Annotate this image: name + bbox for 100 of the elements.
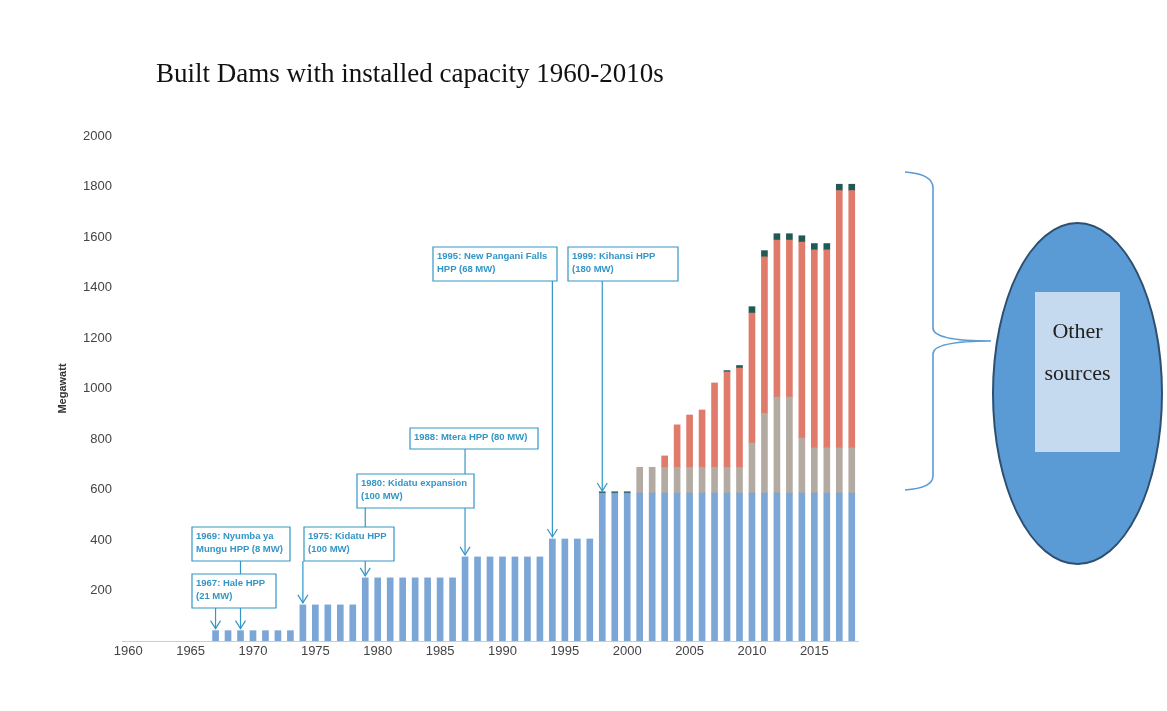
bar [212,630,219,641]
bar [449,577,456,641]
bar [798,235,806,243]
bar [811,243,818,251]
bar [661,466,668,494]
bar [823,249,831,449]
bar [761,492,768,641]
y-tick-label: 1800 [83,178,112,194]
bar [312,604,319,641]
bar [711,382,718,468]
x-tick-label: 2000 [612,643,642,659]
bar [773,396,781,494]
bar [573,538,581,641]
bar [736,367,743,468]
bar [811,249,818,449]
bar [835,447,843,494]
y-tick-label: 1600 [83,228,112,244]
bar [274,630,282,641]
bar [786,492,793,641]
bar [761,250,768,258]
bar [761,256,768,414]
y-tick-label: 800 [90,430,112,446]
bar [486,556,494,641]
annotation: 1995: New Pangani Falls HPP (68 MW) [437,250,548,275]
x-tick-label: 1985 [425,643,455,659]
x-tick-label: 2015 [799,643,829,659]
bar [636,466,644,494]
x-tick-label: 2005 [675,643,705,659]
bar [536,556,544,641]
bar [786,239,793,398]
y-tick-label: 1200 [83,329,112,345]
bar [673,492,681,641]
bar [361,577,369,641]
bar [686,414,693,468]
bar [249,630,257,641]
bar [823,243,831,251]
x-tick-label: 1995 [550,643,580,659]
bar [686,492,693,641]
bar [561,538,569,641]
y-tick-label: 400 [90,531,112,547]
bar [736,466,743,494]
bar [636,492,644,641]
annotation: 1967: Hale HPP (21 MW) [196,577,266,602]
bar [474,556,481,641]
y-tick-label: 1400 [83,279,112,295]
x-tick-label: 1965 [176,643,206,659]
bar [811,447,818,494]
x-tick-label: 1975 [300,643,330,659]
bar [848,183,856,191]
bar [711,466,718,494]
bar [623,492,631,641]
bar [598,492,606,641]
bar [586,538,594,641]
bar [511,556,519,641]
bar [773,239,781,398]
bar [773,233,781,241]
bar [349,604,357,641]
bar [524,556,531,641]
bar [661,492,668,641]
bar [786,396,793,494]
bar [499,556,506,641]
bar [661,455,668,468]
annotation: 1975: Kidatu HPP (100 MW) [308,530,388,555]
bar [224,630,232,641]
bar [374,577,382,641]
bar [399,577,407,641]
bar [648,492,656,641]
bar [848,447,856,494]
annotation: 1988: Mtera HPP (80 MW) [414,431,528,443]
bar [823,447,831,494]
x-tick-label: 1980 [363,643,393,659]
bar [835,183,843,191]
bar [748,312,756,444]
bar [811,492,818,641]
bar [748,306,756,314]
bar [748,492,756,641]
annotation: 1999: Kihansi HPP (180 MW) [572,250,657,275]
bar [798,241,806,439]
bar [773,492,781,641]
bar [386,577,394,641]
bar [848,190,856,449]
annotation: 1980: Kidatu expansion (100 MW) [361,477,468,502]
y-tick-label: 200 [90,582,112,598]
bar [835,190,843,449]
bar [611,492,619,641]
bar [823,492,831,641]
y-tick-label: 2000 [83,127,112,143]
bar [262,630,269,641]
bar [761,412,768,494]
y-tick-label: 1000 [83,380,112,396]
x-tick-label: 1970 [238,643,268,659]
bar [723,492,731,641]
bar [686,466,693,494]
bar [848,492,856,641]
bar [698,492,706,641]
bar [461,556,469,641]
bar [711,492,718,641]
x-tick-label: 1990 [488,643,517,659]
bar [798,492,806,641]
bar [549,538,556,641]
